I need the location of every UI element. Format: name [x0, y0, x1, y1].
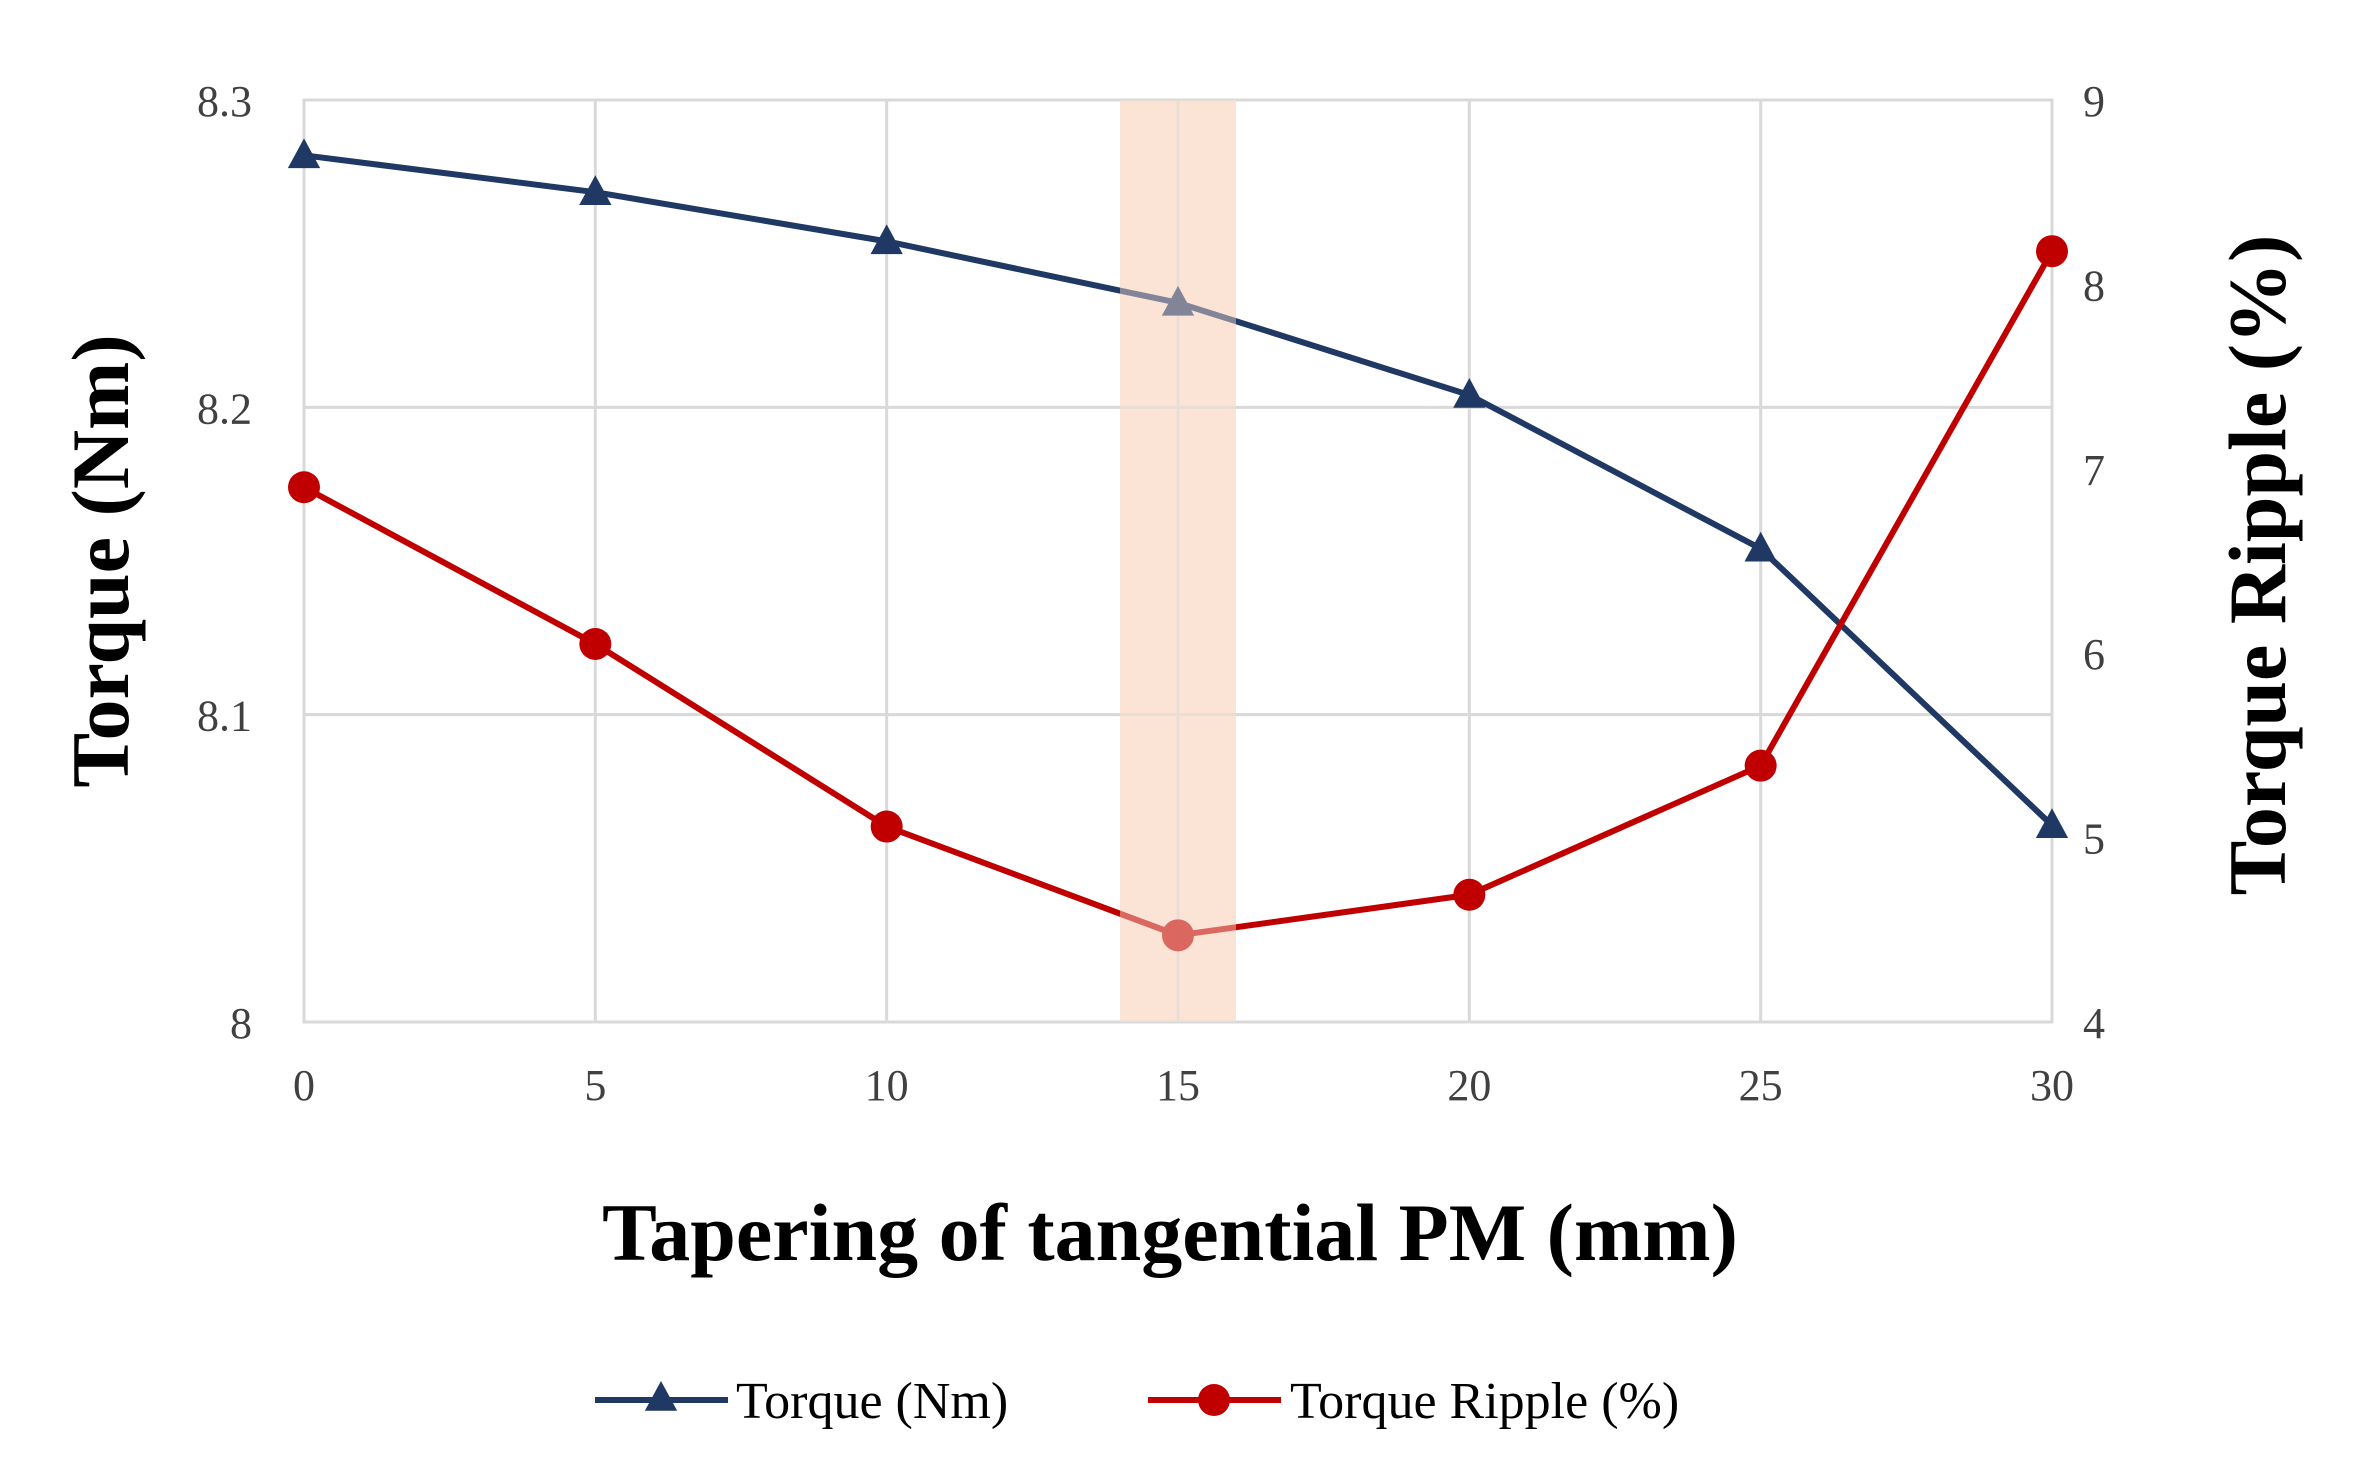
y-axis-title-right: Torque Ripple (%): [2212, 235, 2303, 896]
legend-triangle-icon: [644, 1381, 678, 1411]
series-layer: [287, 138, 2069, 952]
y-tick-label-left: 8: [230, 999, 252, 1048]
torque-data-point: [1453, 378, 1486, 408]
legend-label-torque: Torque (Nm): [736, 1373, 1008, 1430]
highlight-overlay: [1120, 100, 1236, 1022]
torque-data-point: [870, 224, 903, 255]
x-axis-ticks: 0 5 10 15 20 25 30: [293, 1061, 2074, 1110]
y-tick-label-right: 7: [2083, 446, 2105, 495]
x-tick-label: 20: [1447, 1061, 1491, 1110]
y-tick-label-right: 8: [2083, 261, 2105, 310]
torque-data-point: [1744, 531, 1777, 562]
x-tick-label: 30: [2030, 1061, 2074, 1110]
ripple-data-point: [2036, 235, 2068, 268]
y-tick-label-left: 8.3: [197, 77, 252, 126]
x-tick-label: 5: [584, 1061, 606, 1110]
legend-circle-icon: [1198, 1384, 1230, 1416]
y-tick-label-left: 8.2: [197, 384, 252, 433]
legend: Torque (Nm) Torque Ripple (%): [595, 1373, 1679, 1430]
ripple-data-point: [870, 810, 903, 843]
ripple-data-point: [288, 471, 320, 504]
y-tick-label-right: 6: [2083, 630, 2105, 679]
x-tick-label: 15: [1156, 1061, 1200, 1110]
left-axis-ticks: 8 8.1 8.2 8.3: [197, 77, 252, 1048]
legend-label-ripple: Torque Ripple (%): [1290, 1373, 1679, 1430]
y-axis-title-left: Torque (Nm): [55, 334, 146, 787]
ripple-data-point: [1453, 878, 1486, 911]
right-axis-ticks: 4 5 6 7 8 9: [2083, 77, 2105, 1048]
x-axis-title: Tapering of tangential PM (mm): [602, 1187, 1738, 1278]
plot-border: [302, 98, 2054, 1024]
x-tick-label: 0: [293, 1061, 315, 1110]
ripple-data-point: [1744, 749, 1777, 782]
y-tick-label-right: 9: [2083, 77, 2105, 126]
ripple-data-point: [1162, 919, 1194, 952]
torque-data-point: [1161, 285, 1195, 316]
ripple-data-point: [579, 627, 612, 660]
y-tick-label-right: 5: [2083, 815, 2105, 864]
x-tick-label: 25: [1739, 1061, 1783, 1110]
y-tick-label-right: 4: [2083, 999, 2105, 1048]
torque-data-point: [287, 138, 321, 169]
x-tick-label: 10: [865, 1061, 909, 1110]
torque-data-point: [579, 175, 612, 205]
torque-data-point: [2035, 808, 2069, 839]
y-tick-label-left: 8.1: [197, 692, 252, 741]
